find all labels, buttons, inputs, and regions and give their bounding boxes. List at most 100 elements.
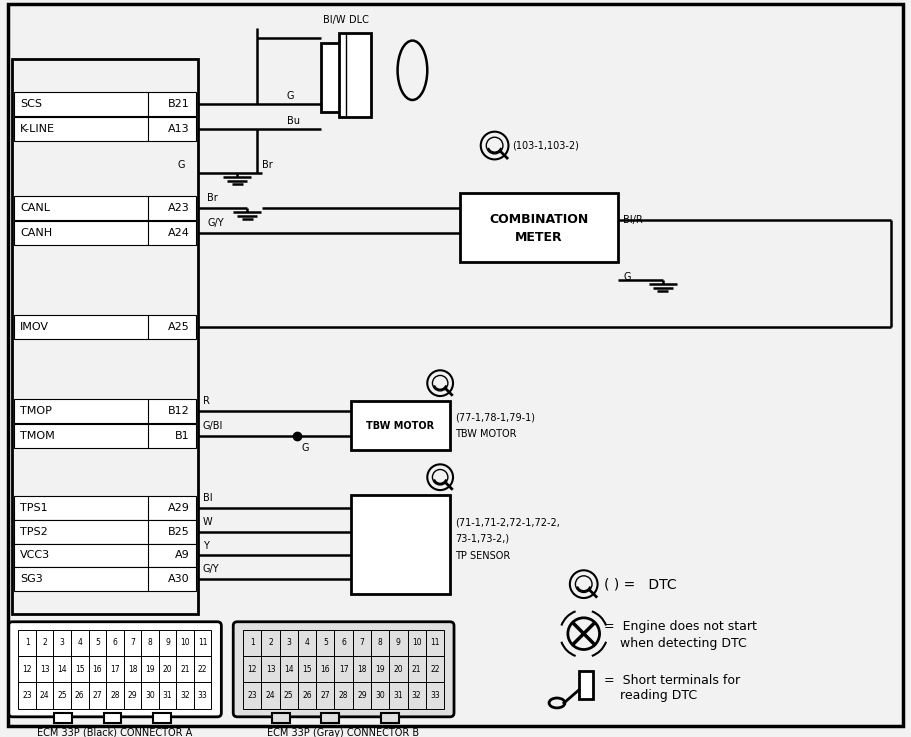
- Bar: [407, 629, 425, 656]
- Bar: [18, 656, 36, 682]
- Bar: [15, 567, 196, 591]
- Bar: [15, 544, 196, 567]
- Bar: [153, 713, 171, 723]
- Text: 24: 24: [266, 691, 275, 700]
- Bar: [15, 92, 196, 116]
- Bar: [371, 682, 389, 709]
- Text: reading DTC: reading DTC: [603, 688, 697, 702]
- Text: SCS: SCS: [20, 99, 42, 109]
- Text: 29: 29: [357, 691, 367, 700]
- Bar: [371, 629, 389, 656]
- Bar: [351, 495, 450, 594]
- Bar: [353, 629, 371, 656]
- Text: 21: 21: [180, 665, 189, 674]
- Text: Br: Br: [262, 161, 272, 170]
- Text: CANH: CANH: [20, 228, 53, 237]
- Text: 7: 7: [130, 638, 135, 647]
- Text: 25: 25: [284, 691, 293, 700]
- Text: 2: 2: [42, 638, 47, 647]
- Text: 32: 32: [180, 691, 189, 700]
- Bar: [15, 221, 196, 245]
- Bar: [107, 656, 124, 682]
- Bar: [36, 629, 54, 656]
- Bar: [71, 682, 88, 709]
- Bar: [322, 713, 339, 723]
- Bar: [15, 496, 196, 520]
- FancyBboxPatch shape: [233, 622, 454, 717]
- Text: =  Engine does not start: = Engine does not start: [603, 621, 756, 633]
- Text: 11: 11: [430, 638, 440, 647]
- Text: TMOM: TMOM: [20, 430, 55, 441]
- Bar: [54, 629, 71, 656]
- Bar: [124, 629, 141, 656]
- Text: G/Y: G/Y: [208, 217, 224, 228]
- Text: A9: A9: [175, 551, 189, 560]
- Bar: [141, 656, 159, 682]
- Text: (77-1,78-1,79-1): (77-1,78-1,79-1): [455, 413, 535, 423]
- Bar: [88, 682, 107, 709]
- Text: 21: 21: [412, 665, 422, 674]
- Text: 23: 23: [248, 691, 257, 700]
- Text: 8: 8: [378, 638, 383, 647]
- Text: TBW MOTOR: TBW MOTOR: [366, 421, 435, 430]
- Bar: [322, 43, 346, 112]
- Bar: [88, 656, 107, 682]
- Text: 17: 17: [339, 665, 348, 674]
- Text: G: G: [287, 91, 294, 101]
- Text: A23: A23: [168, 203, 189, 213]
- Text: 27: 27: [93, 691, 102, 700]
- Text: 9: 9: [396, 638, 401, 647]
- Bar: [15, 399, 196, 423]
- Bar: [353, 682, 371, 709]
- Text: 33: 33: [430, 691, 440, 700]
- Bar: [194, 682, 211, 709]
- Text: =  Short terminals for: = Short terminals for: [603, 674, 740, 687]
- Text: 31: 31: [394, 691, 404, 700]
- Text: TPS2: TPS2: [20, 527, 48, 537]
- Text: 16: 16: [93, 665, 102, 674]
- Text: A29: A29: [168, 503, 189, 513]
- Text: 33: 33: [198, 691, 208, 700]
- Text: 6: 6: [342, 638, 346, 647]
- Text: CANL: CANL: [20, 203, 50, 213]
- Text: A24: A24: [168, 228, 189, 237]
- Text: DLC: DLC: [349, 15, 369, 25]
- Bar: [425, 656, 445, 682]
- Bar: [381, 713, 399, 723]
- FancyBboxPatch shape: [8, 622, 221, 717]
- Text: 25: 25: [57, 691, 67, 700]
- Text: 20: 20: [163, 665, 172, 674]
- Text: 24: 24: [40, 691, 49, 700]
- Bar: [177, 682, 194, 709]
- Text: A13: A13: [168, 124, 189, 133]
- Bar: [339, 32, 371, 117]
- Bar: [460, 193, 619, 262]
- Text: 4: 4: [304, 638, 310, 647]
- Text: G/Y: G/Y: [202, 565, 220, 574]
- Bar: [159, 629, 177, 656]
- Bar: [104, 713, 121, 723]
- Text: 5: 5: [95, 638, 100, 647]
- Bar: [389, 682, 407, 709]
- Text: 12: 12: [248, 665, 257, 674]
- Text: 26: 26: [75, 691, 85, 700]
- Text: G: G: [178, 161, 185, 170]
- Bar: [389, 656, 407, 682]
- Bar: [88, 629, 107, 656]
- Bar: [407, 656, 425, 682]
- Bar: [54, 713, 72, 723]
- Text: 3: 3: [60, 638, 65, 647]
- Text: 16: 16: [321, 665, 330, 674]
- Text: G/BI: G/BI: [202, 421, 223, 430]
- Text: 6: 6: [112, 638, 118, 647]
- Text: 26: 26: [302, 691, 312, 700]
- Text: 12: 12: [23, 665, 32, 674]
- Text: K-LINE: K-LINE: [20, 124, 56, 133]
- Text: 4: 4: [77, 638, 82, 647]
- Text: 17: 17: [110, 665, 119, 674]
- Text: 31: 31: [163, 691, 172, 700]
- Text: BI/W: BI/W: [323, 15, 346, 25]
- Bar: [71, 629, 88, 656]
- Text: BI: BI: [202, 493, 212, 503]
- Text: IMOV: IMOV: [20, 322, 49, 332]
